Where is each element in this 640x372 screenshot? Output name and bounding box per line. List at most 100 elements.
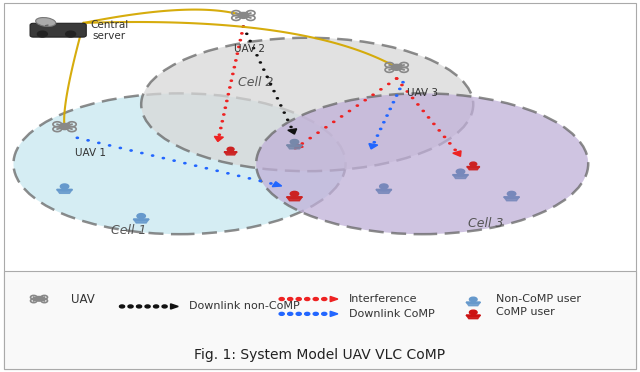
Circle shape [287, 119, 289, 121]
Circle shape [287, 312, 292, 315]
Polygon shape [452, 174, 468, 179]
Circle shape [253, 48, 255, 49]
Circle shape [227, 94, 230, 95]
Polygon shape [330, 311, 338, 317]
Text: Cell 3: Cell 3 [468, 217, 504, 230]
Circle shape [301, 143, 303, 144]
Circle shape [162, 305, 167, 308]
FancyBboxPatch shape [30, 23, 86, 37]
Circle shape [259, 180, 261, 182]
Polygon shape [376, 189, 392, 193]
Text: Cell 2: Cell 2 [238, 76, 274, 89]
Circle shape [428, 117, 429, 118]
Circle shape [469, 297, 477, 302]
Circle shape [380, 89, 382, 90]
Circle shape [456, 169, 465, 174]
Circle shape [205, 168, 207, 169]
Polygon shape [467, 302, 480, 306]
Circle shape [235, 60, 237, 61]
Circle shape [236, 53, 239, 54]
Circle shape [276, 98, 278, 99]
Polygon shape [467, 315, 480, 317]
Circle shape [228, 87, 231, 88]
Circle shape [137, 214, 145, 218]
Circle shape [291, 140, 299, 144]
Circle shape [392, 102, 394, 103]
Circle shape [223, 114, 225, 115]
Circle shape [433, 123, 435, 125]
Circle shape [273, 90, 275, 92]
Circle shape [141, 153, 143, 154]
Circle shape [227, 147, 234, 151]
Circle shape [136, 305, 141, 308]
Circle shape [386, 115, 388, 116]
Circle shape [373, 142, 376, 143]
Circle shape [60, 124, 70, 129]
Polygon shape [369, 144, 378, 149]
Text: UAV 3: UAV 3 [406, 88, 438, 98]
Circle shape [279, 298, 284, 301]
Circle shape [364, 100, 366, 101]
Circle shape [380, 184, 388, 189]
Circle shape [287, 298, 292, 301]
Circle shape [372, 94, 374, 96]
Circle shape [248, 178, 250, 179]
Circle shape [243, 26, 244, 27]
Polygon shape [330, 296, 338, 302]
Circle shape [35, 297, 43, 301]
Circle shape [76, 137, 79, 138]
Circle shape [389, 108, 392, 110]
Text: CoMP user: CoMP user [495, 307, 554, 317]
Circle shape [290, 126, 292, 128]
Circle shape [60, 184, 68, 189]
Circle shape [392, 64, 402, 70]
Text: Cell 1: Cell 1 [111, 224, 146, 237]
Circle shape [195, 165, 196, 166]
Circle shape [396, 78, 397, 79]
Circle shape [296, 298, 301, 301]
Polygon shape [294, 144, 303, 149]
Circle shape [412, 97, 413, 99]
Polygon shape [467, 167, 479, 170]
Ellipse shape [36, 17, 56, 26]
Circle shape [221, 121, 223, 122]
Circle shape [230, 80, 232, 81]
Text: Central
server: Central server [90, 20, 129, 41]
Circle shape [396, 95, 397, 96]
Circle shape [256, 55, 258, 56]
Circle shape [227, 173, 229, 174]
Circle shape [317, 132, 319, 133]
Circle shape [237, 46, 240, 48]
Circle shape [444, 136, 445, 138]
Circle shape [270, 183, 272, 184]
Circle shape [356, 105, 358, 106]
Circle shape [309, 138, 311, 139]
Circle shape [237, 175, 240, 176]
Polygon shape [224, 152, 237, 155]
Circle shape [380, 128, 382, 129]
Polygon shape [453, 151, 461, 156]
Circle shape [108, 145, 111, 146]
Text: UAV 2: UAV 2 [234, 44, 265, 54]
Circle shape [246, 33, 248, 34]
Circle shape [376, 135, 379, 136]
Circle shape [402, 81, 404, 83]
Circle shape [87, 140, 89, 141]
Text: Interference: Interference [349, 294, 417, 304]
Circle shape [266, 76, 268, 77]
Text: Downlink non-CoMP: Downlink non-CoMP [189, 301, 300, 311]
Polygon shape [224, 152, 237, 153]
Circle shape [324, 126, 327, 128]
Text: UAV: UAV [71, 292, 95, 305]
Circle shape [406, 91, 408, 92]
Circle shape [243, 26, 244, 27]
Circle shape [37, 31, 47, 37]
Circle shape [120, 305, 125, 308]
Circle shape [340, 116, 343, 117]
Circle shape [119, 147, 122, 148]
Circle shape [333, 121, 335, 122]
Circle shape [216, 170, 218, 171]
Polygon shape [134, 219, 149, 223]
Circle shape [163, 157, 164, 159]
Circle shape [241, 33, 243, 34]
